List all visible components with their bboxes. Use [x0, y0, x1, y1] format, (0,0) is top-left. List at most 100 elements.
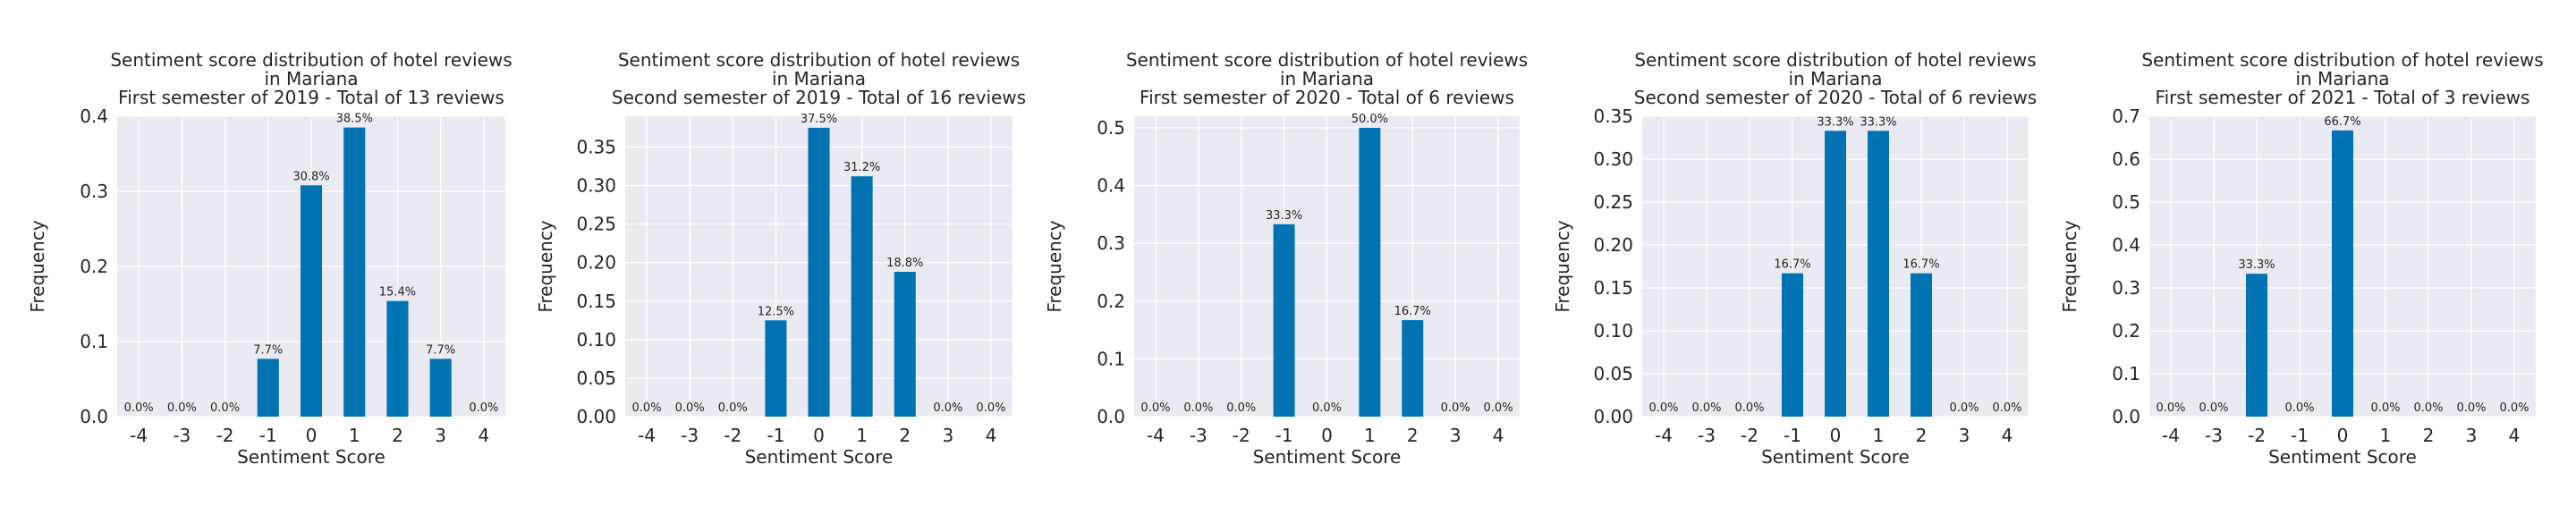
- x-tick-label: -1: [767, 425, 784, 446]
- x-tick-label: 1: [1873, 425, 1885, 446]
- bar-label: 37.5%: [801, 113, 837, 126]
- x-tick-label: -1: [1275, 425, 1293, 446]
- chart-4: 0.00 0.05 0.10 0.15 0.20 0.25 0.30 0.35 0.0% -4 0.…: [1552, 49, 2037, 468]
- y-tick-label: 0.3: [1097, 232, 1125, 254]
- y-tick-label: 0.10: [576, 329, 616, 350]
- y-tick-label: 0.30: [1593, 148, 1633, 170]
- bar-label: 16.7%: [1902, 258, 1939, 272]
- bar-label: 66.7%: [2324, 115, 2360, 129]
- x-tick-label: 3: [942, 425, 953, 446]
- chart-title-line: in Mariana: [772, 68, 866, 89]
- y-tick-label: 0.3: [2112, 277, 2140, 299]
- y-tick-label: 0.2: [80, 256, 108, 277]
- x-tick-label: 2: [392, 425, 403, 446]
- bar: [386, 300, 409, 417]
- y-tick-label: 0.25: [576, 214, 616, 235]
- bar: [894, 272, 916, 417]
- x-tick-label: -3: [1698, 425, 1716, 446]
- bar: [1782, 273, 1803, 417]
- chart-title-line: Sentiment score distribution of hotel re…: [1634, 49, 2036, 71]
- x-tick-label: -2: [1741, 425, 1758, 446]
- x-tick-label: 3: [435, 425, 446, 446]
- bar-label: 0.0%: [1992, 401, 2021, 415]
- bar-label: 0.0%: [1691, 401, 1721, 415]
- y-tick-label: 0.35: [1593, 106, 1633, 127]
- chart-title-line: in Mariana: [2295, 68, 2389, 89]
- y-tick-label: 0.1: [1097, 348, 1125, 369]
- bar-label: 16.7%: [1774, 258, 1810, 272]
- bar-label: 0.0%: [1648, 401, 1678, 415]
- chart-title-line: First semester of 2021 - Total of 3 revi…: [2156, 87, 2530, 108]
- x-tick-label: 0: [1830, 425, 1842, 446]
- x-tick-label: 2: [1407, 425, 1419, 446]
- bar-label: 0.0%: [1312, 401, 1342, 415]
- y-tick-label: 0.4: [2112, 234, 2140, 256]
- bar-label: 7.7%: [253, 343, 283, 357]
- bar-label: 50.0%: [1352, 113, 1388, 126]
- bar-label: 0.0%: [1484, 401, 1513, 415]
- bar-label: 33.3%: [1817, 115, 1853, 129]
- bar-label: 0.0%: [210, 401, 240, 415]
- bar: [1868, 131, 1889, 417]
- bar-label: 33.3%: [2238, 258, 2275, 272]
- y-axis-label: Frequency: [2059, 220, 2080, 312]
- y-tick-label: 0.0: [2112, 406, 2140, 427]
- bar-label: 12.5%: [758, 305, 794, 318]
- y-tick-label: 0.4: [1097, 175, 1125, 197]
- y-tick-label: 0.5: [1097, 117, 1125, 139]
- bar: [429, 359, 452, 417]
- x-tick-label: 3: [1450, 425, 1462, 446]
- y-tick-label: 0.15: [1593, 277, 1633, 299]
- bar-label: 0.0%: [718, 401, 748, 415]
- bar: [1273, 224, 1295, 417]
- x-axis-label: Sentiment Score: [1761, 446, 1910, 468]
- y-tick-label: 0.2: [2112, 320, 2140, 342]
- y-tick-label: 0.00: [1593, 406, 1633, 427]
- bar-label: 0.0%: [2499, 401, 2529, 415]
- x-tick-label: -2: [724, 425, 741, 446]
- bar-label: 0.0%: [2370, 401, 2400, 415]
- x-axis-label: Sentiment Score: [745, 446, 894, 468]
- y-tick-label: 0.05: [576, 367, 616, 389]
- x-tick-label: 4: [986, 425, 997, 446]
- x-tick-label: 4: [479, 425, 490, 446]
- x-tick-label: -1: [1784, 425, 1801, 446]
- y-tick-label: 0.5: [2112, 191, 2140, 213]
- x-tick-label: 4: [1493, 425, 1504, 446]
- chart-5: 0.0 0.1 0.2 0.3 0.4 0.5 0.6 0.7 0.0% -4 0.0% -3 33.3…: [2059, 49, 2544, 468]
- y-tick-label: 0.25: [1593, 191, 1633, 213]
- bar-label: 0.0%: [1226, 401, 1256, 415]
- bar-label: 33.3%: [1266, 209, 1302, 223]
- x-tick-label: -2: [216, 425, 234, 446]
- bar: [343, 127, 366, 417]
- y-tick-label: 0.05: [1593, 363, 1633, 384]
- chart-title-line: in Mariana: [264, 68, 358, 89]
- chart-title-line: Sentiment score distribution of hotel re…: [618, 49, 1020, 71]
- y-tick-label: 0.30: [576, 175, 616, 197]
- x-tick-label: -1: [2291, 425, 2309, 446]
- bar-label: 7.7%: [426, 343, 455, 357]
- x-tick-label: 2: [1916, 425, 1928, 446]
- bar-label: 0.0%: [2156, 401, 2185, 415]
- bar-label: 0.0%: [1734, 401, 1764, 415]
- bar-label: 16.7%: [1394, 305, 1431, 318]
- bar-label: 18.8%: [886, 257, 923, 270]
- y-axis-label: Frequency: [1552, 220, 1573, 312]
- bar-label: 0.0%: [933, 401, 962, 415]
- y-tick-label: 0.1: [2112, 363, 2140, 384]
- y-tick-label: 0.4: [80, 106, 108, 127]
- bar-label: 0.0%: [1183, 401, 1213, 415]
- y-tick-label: 0.3: [80, 181, 108, 202]
- x-axis-label: Sentiment Score: [237, 446, 386, 468]
- x-tick-label: 0: [2337, 425, 2349, 446]
- x-tick-label: 3: [2466, 425, 2478, 446]
- bar: [1402, 320, 1424, 417]
- x-tick-label: 4: [2002, 425, 2013, 446]
- bar-label: 0.0%: [2284, 401, 2314, 415]
- y-axis-label: Frequency: [535, 220, 556, 312]
- y-axis-label: Frequency: [1044, 220, 1065, 312]
- bar-label: 33.3%: [1860, 115, 1896, 129]
- bar-label: 38.5%: [336, 113, 373, 126]
- bar-label: 0.0%: [2456, 401, 2486, 415]
- x-tick-label: 0: [813, 425, 825, 446]
